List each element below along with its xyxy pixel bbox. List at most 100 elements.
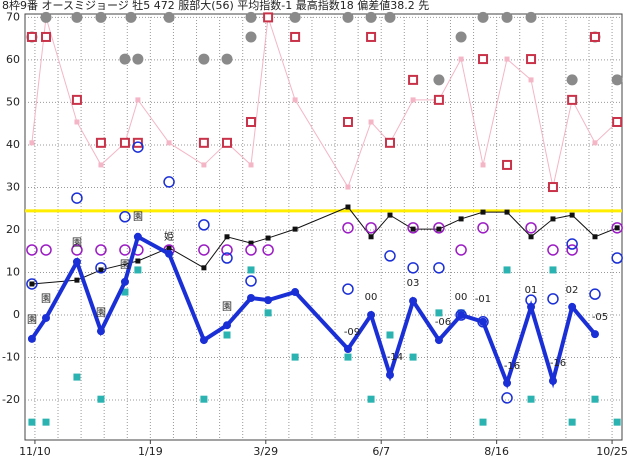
marker	[40, 11, 52, 23]
series-line	[30, 233, 597, 390]
marker	[292, 226, 298, 232]
marker	[26, 278, 38, 290]
marker	[478, 54, 489, 65]
marker	[292, 97, 298, 103]
marker	[409, 353, 417, 361]
marker	[547, 182, 558, 193]
annotation: -16	[504, 361, 520, 372]
marker	[591, 395, 599, 403]
x-tick-label: 11/10	[19, 445, 51, 458]
marker	[221, 252, 233, 264]
marker	[95, 244, 107, 256]
marker	[119, 53, 131, 65]
marker	[29, 140, 35, 146]
annotation: 02	[566, 285, 579, 296]
marker	[119, 211, 131, 223]
marker	[613, 418, 621, 426]
marker	[550, 216, 556, 222]
y-tick-label: 0	[13, 308, 20, 321]
marker	[73, 373, 81, 381]
marker	[504, 56, 510, 62]
marker	[120, 277, 129, 286]
marker	[265, 235, 271, 241]
annotation: 00	[365, 292, 378, 303]
y-tick-label: 10	[6, 265, 20, 278]
marker	[612, 116, 623, 127]
y-tick-label: 50	[6, 95, 20, 108]
marker	[384, 250, 396, 262]
marker	[166, 245, 172, 251]
marker	[163, 176, 175, 188]
marker	[132, 141, 144, 153]
marker	[548, 376, 557, 385]
marker	[384, 137, 395, 148]
marker	[221, 244, 233, 256]
marker	[434, 336, 443, 345]
marker	[433, 74, 445, 86]
marker	[611, 252, 623, 264]
marker	[503, 266, 511, 274]
marker	[264, 309, 272, 317]
marker	[247, 294, 256, 302]
marker	[368, 119, 374, 125]
y-tick-label: 30	[6, 180, 20, 193]
marker	[95, 262, 107, 274]
marker	[384, 11, 396, 23]
marker	[342, 283, 354, 295]
marker	[248, 240, 254, 246]
marker	[98, 267, 104, 273]
marker	[198, 244, 210, 256]
marker	[97, 395, 105, 403]
marker	[198, 137, 209, 148]
marker	[245, 275, 257, 287]
marker	[223, 321, 232, 330]
annotation: 園	[133, 211, 143, 223]
marker	[527, 395, 535, 403]
marker	[245, 244, 257, 256]
marker	[410, 226, 416, 232]
annotation: -14	[387, 352, 403, 363]
marker	[198, 53, 210, 65]
annotation: 園	[27, 314, 37, 326]
marker	[40, 244, 52, 256]
marker	[365, 11, 377, 23]
marker	[528, 234, 534, 240]
y-tick-label: 40	[6, 138, 20, 151]
marker	[74, 119, 80, 125]
marker	[345, 184, 351, 190]
marker	[96, 327, 105, 336]
marker	[264, 296, 273, 305]
annotation: 園	[72, 237, 82, 249]
marker	[71, 244, 83, 256]
x-tick-label: 6/7	[372, 445, 390, 458]
marker	[366, 31, 377, 42]
y-tick-label: -10	[2, 351, 20, 364]
marker	[566, 238, 578, 250]
x-tick-label: 8/16	[484, 445, 509, 458]
marker	[29, 281, 35, 287]
marker	[74, 277, 80, 283]
marker	[567, 94, 578, 105]
marker	[525, 11, 537, 23]
marker	[27, 334, 36, 343]
marker	[480, 209, 486, 215]
marker	[528, 77, 534, 83]
y-tick-label: 70	[6, 10, 20, 23]
marker	[71, 94, 82, 105]
marker	[41, 31, 52, 42]
marker	[501, 392, 513, 404]
marker	[72, 257, 81, 266]
marker	[42, 313, 51, 322]
marker	[345, 204, 351, 210]
marker	[433, 262, 445, 274]
marker	[291, 353, 299, 361]
annotation: 園	[222, 301, 232, 313]
marker	[71, 11, 83, 23]
marker	[344, 353, 352, 361]
marker	[163, 11, 175, 23]
marker	[368, 234, 374, 240]
annotation: -01	[475, 294, 491, 305]
marker	[262, 244, 274, 256]
marker	[527, 302, 536, 311]
